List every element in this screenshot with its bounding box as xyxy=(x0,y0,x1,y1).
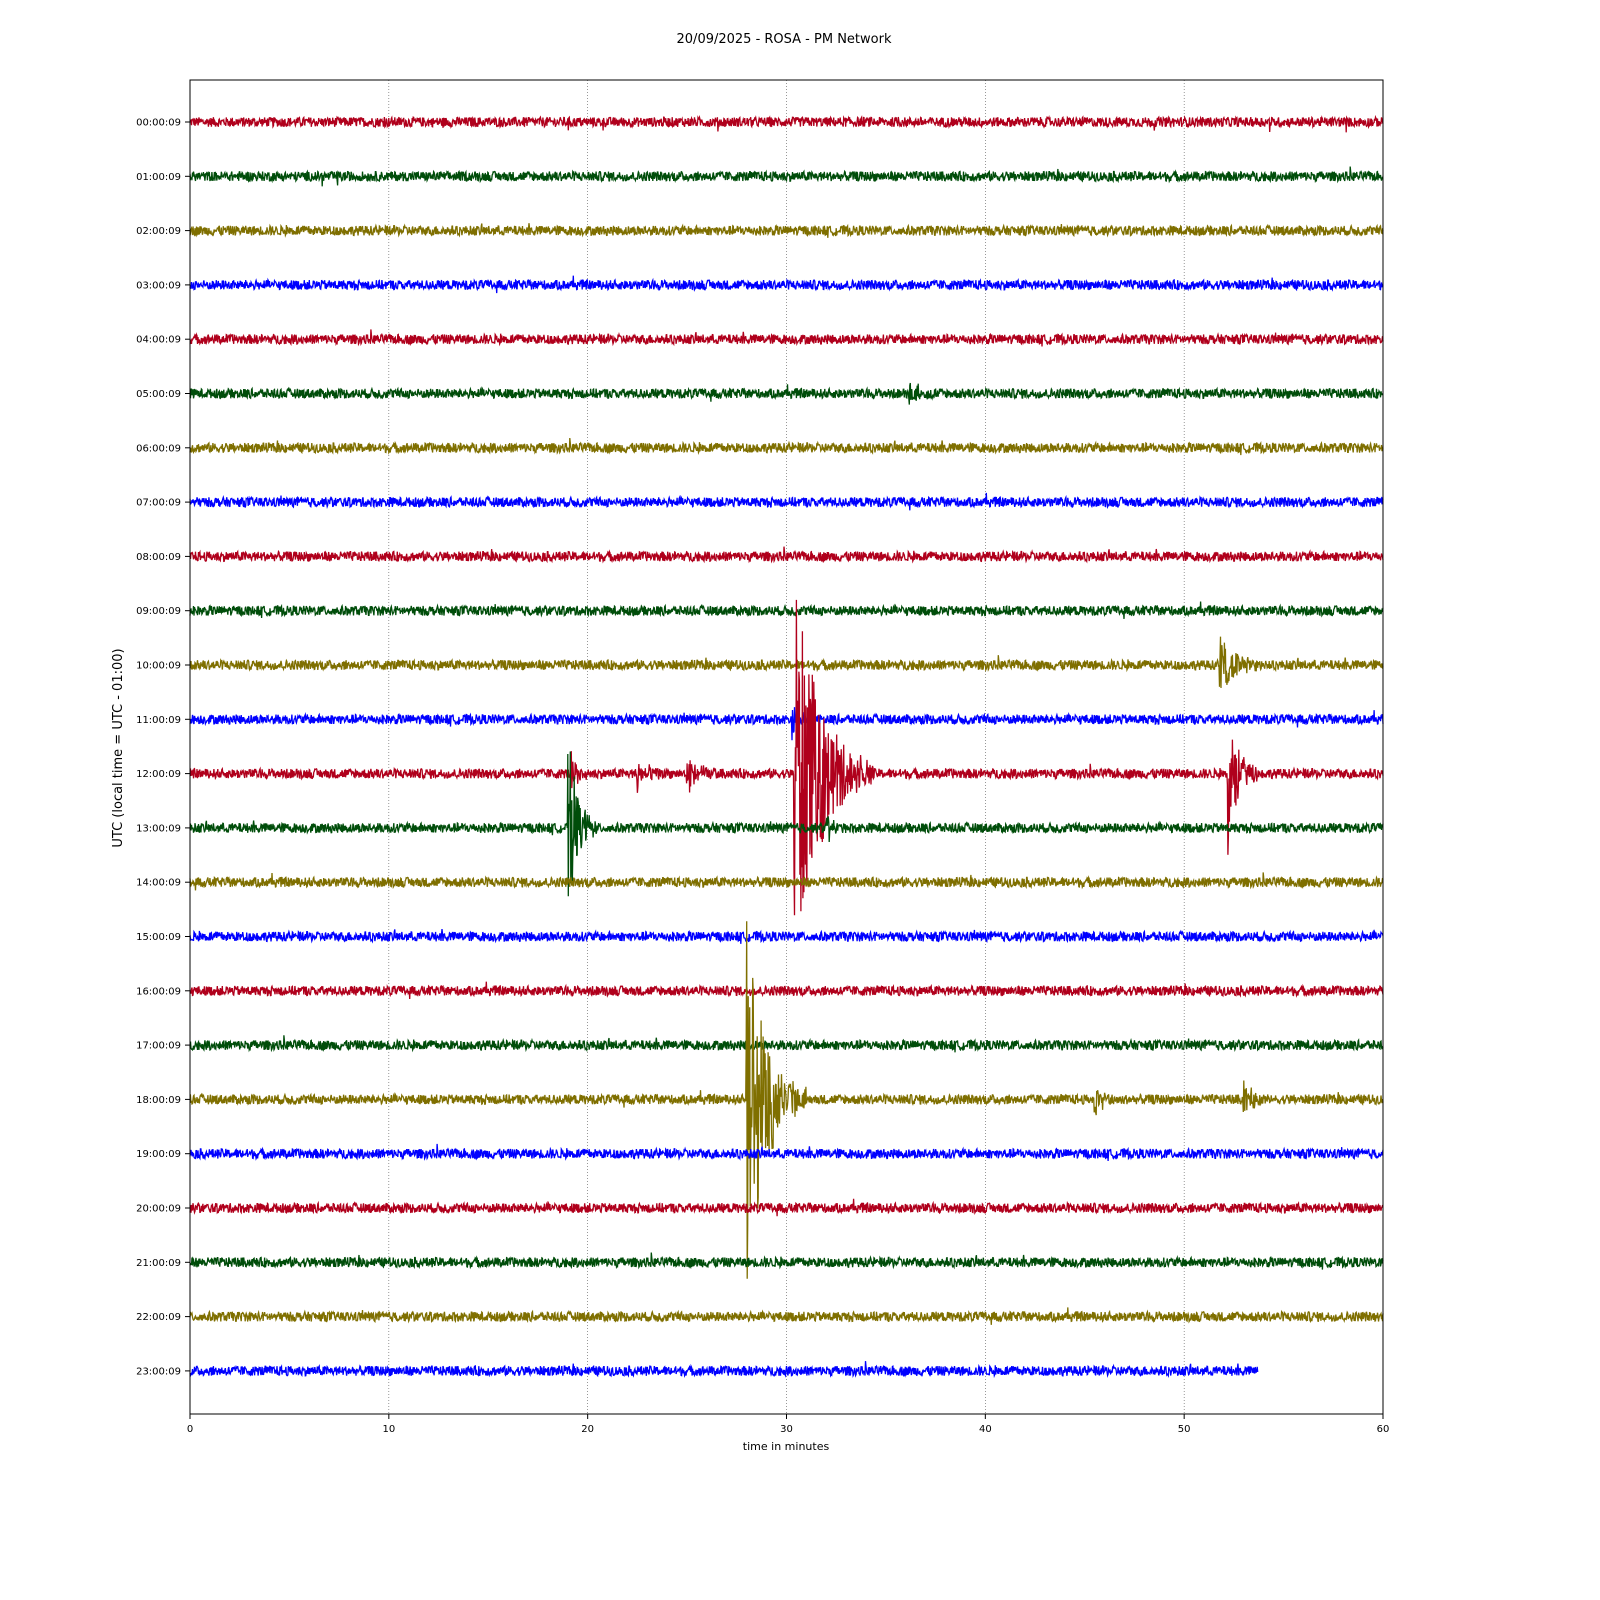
y-tick-label-9: 09:00:09 xyxy=(136,606,181,617)
trace-05-00-09 xyxy=(189,382,1384,405)
trace-15-00-09 xyxy=(189,929,1384,944)
y-tick-label-3: 03:00:09 xyxy=(136,280,181,291)
x-tick-label-20: 20 xyxy=(581,1424,594,1435)
y-tick-label-12: 12:00:09 xyxy=(136,769,181,780)
trace-20-00-09 xyxy=(189,1198,1384,1217)
y-tick-label-21: 21:00:09 xyxy=(136,1258,181,1269)
y-tick-label-18: 18:00:09 xyxy=(136,1095,181,1106)
x-tick-label-30: 30 xyxy=(780,1424,793,1435)
y-tick-label-13: 13:00:09 xyxy=(136,823,181,834)
trace-06-00-09 xyxy=(189,437,1384,456)
y-tick-label-2: 02:00:09 xyxy=(136,226,181,237)
trace-13-00-09 xyxy=(189,751,1384,897)
y-tick-label-4: 04:00:09 xyxy=(136,335,181,346)
y-tick-label-16: 16:00:09 xyxy=(136,986,181,997)
trace-02-00-09 xyxy=(189,223,1384,238)
y-tick-label-6: 06:00:09 xyxy=(136,443,181,454)
trace-21-00-09 xyxy=(189,1252,1384,1270)
chart-title: 20/09/2025 - ROSA - PM Network xyxy=(677,32,892,47)
trace-18-00-09 xyxy=(189,921,1384,1279)
y-tick-label-22: 22:00:09 xyxy=(136,1312,181,1323)
trace-09-00-09 xyxy=(189,601,1384,619)
trace-22-00-09 xyxy=(189,1307,1384,1325)
trace-01-00-09 xyxy=(189,166,1384,187)
trace-11-00-09 xyxy=(189,707,1384,741)
x-tick-label-50: 50 xyxy=(1178,1424,1191,1435)
trace-16-00-09 xyxy=(189,981,1384,1000)
y-tick-label-5: 05:00:09 xyxy=(136,389,181,400)
y-tick-label-0: 00:00:09 xyxy=(136,118,181,129)
trace-00-00-09 xyxy=(189,114,1384,133)
y-tick-label-15: 15:00:09 xyxy=(136,932,181,943)
trace-08-00-09 xyxy=(189,546,1384,564)
y-tick-label-11: 11:00:09 xyxy=(136,715,181,726)
trace-14-00-09 xyxy=(189,872,1384,891)
trace-10-00-09 xyxy=(189,636,1384,689)
y-tick-label-20: 20:00:09 xyxy=(136,1204,181,1215)
vertical-gridlines xyxy=(388,80,1185,1414)
seismogram-traces xyxy=(189,114,1384,1379)
y-tick-label-17: 17:00:09 xyxy=(136,1041,181,1052)
y-tick-label-23: 23:00:09 xyxy=(136,1366,181,1377)
x-tick-label-0: 0 xyxy=(187,1424,193,1435)
x-axis-label: time in minutes xyxy=(743,1440,830,1453)
x-tick-label-60: 60 xyxy=(1377,1424,1390,1435)
trace-23-00-09 xyxy=(189,1361,1259,1379)
x-tick-label-10: 10 xyxy=(382,1424,395,1435)
y-tick-label-7: 07:00:09 xyxy=(136,498,181,509)
y-tick-label-14: 14:00:09 xyxy=(136,878,181,889)
trace-07-00-09 xyxy=(189,492,1384,511)
y-axis-ticks: 00:00:09 01:00:09 02:00:09 03:00:09 04:00:09… xyxy=(136,118,190,1377)
y-tick-label-19: 19:00:09 xyxy=(136,1149,181,1160)
x-axis-ticks: 0 10 20 30 40 50 60 xyxy=(187,1414,1390,1435)
y-tick-label-8: 08:00:09 xyxy=(136,552,181,563)
y-tick-label-1: 01:00:09 xyxy=(136,172,181,183)
x-tick-label-40: 40 xyxy=(979,1424,992,1435)
trace-19-00-09 xyxy=(189,1143,1384,1162)
trace-03-00-09 xyxy=(189,275,1384,294)
trace-04-00-09 xyxy=(189,329,1384,347)
y-axis-label: UTC (local time = UTC - 01:00) xyxy=(111,648,126,847)
trace-17-00-09 xyxy=(189,1035,1384,1053)
y-tick-label-10: 10:00:09 xyxy=(136,661,181,672)
trace-12-00-09 xyxy=(189,599,1384,916)
